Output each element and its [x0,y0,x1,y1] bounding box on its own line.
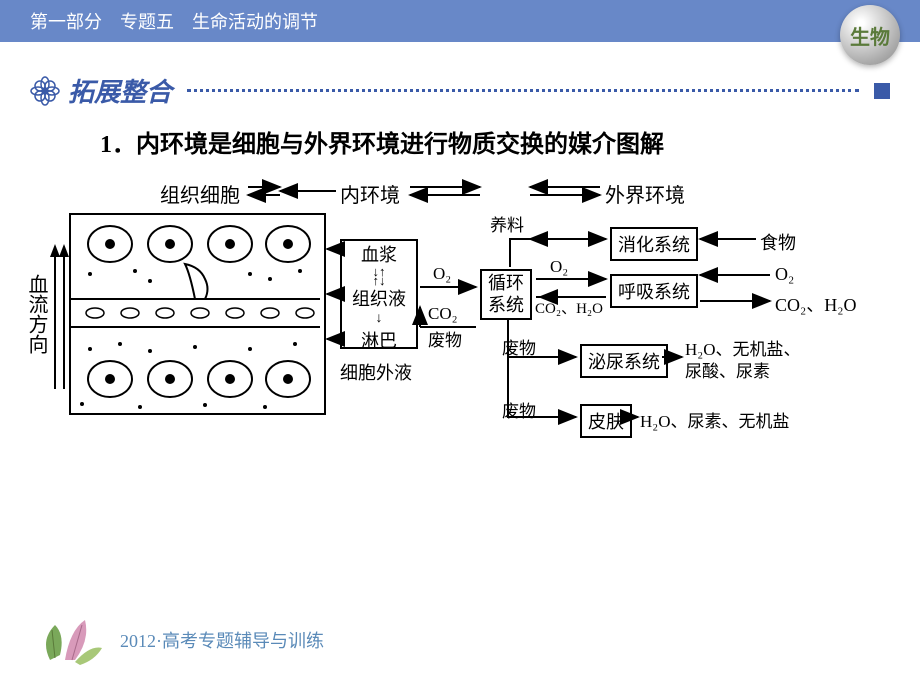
footer-text: 2012·高考专题辅导与训练 [120,627,324,653]
section-divider [187,89,859,92]
header-bar: 第一部分 专题五 生命活动的调节 [0,0,920,42]
subject-sphere: 生物 [840,5,900,65]
subtitle: 1．内环境是细胞与外界环境进行物质交换的媒介图解 [100,124,890,159]
section-dot-icon [874,83,890,99]
sphere-label: 生物 [850,21,890,50]
leaf-icon [30,610,110,670]
section-label: 拓展整合 [68,72,172,109]
arrows-overlay [20,179,900,479]
breadcrumb: 第一部分 专题五 生命活动的调节 [30,8,890,34]
flower-icon [30,76,60,106]
section-title-row: 拓展整合 [30,72,890,109]
diagram-area: 组织细胞 内环境 外界环境 [20,179,900,489]
footer: 2012·高考专题辅导与训练 [30,610,324,670]
